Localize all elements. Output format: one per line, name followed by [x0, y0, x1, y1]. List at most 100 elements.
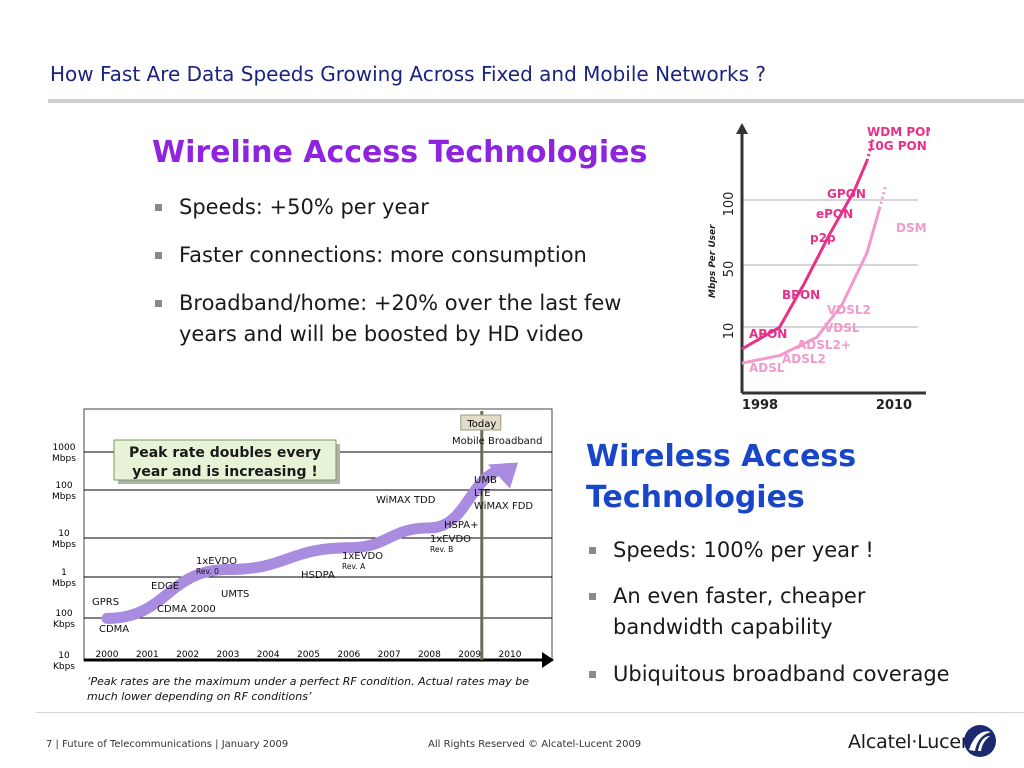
wireless-bullet: An even faster, cheaper bandwidth capabi… [589, 581, 913, 643]
wireline-label-gpon: GPON [827, 187, 866, 201]
tech-label: HSDPA [301, 570, 335, 581]
wireless-bullet-text: An even faster, cheaper bandwidth capabi… [613, 584, 866, 639]
tech-label-revision: Rev. A [342, 562, 366, 571]
wireless-x-tick: 2007 [378, 650, 401, 660]
wireless-y-tick-unit: Mbps [52, 540, 76, 550]
tech-label-name: 1xEVDO [430, 534, 471, 545]
tech-label-name: WiMAX TDD [376, 495, 436, 506]
wireless-bullet: Speeds: 100% per year ! [589, 535, 874, 566]
wireless-x-tick: 2006 [337, 650, 360, 660]
peak-rate-callout: Peak rate doubles every year and is incr… [113, 439, 340, 484]
y-axis-arrow-icon [736, 123, 748, 134]
wireless-y-tick-unit: Kbps [53, 662, 75, 672]
wireless-y-tick-value: 10 [58, 529, 70, 539]
slide-title: How Fast Are Data Speeds Growing Across … [50, 62, 766, 86]
wireless-x-tick: 2005 [297, 650, 320, 660]
wireline-label-epon: ePON [816, 207, 853, 221]
wireless-y-tick-value: 10 [58, 651, 70, 661]
wireless-y-tick-value: 1 [61, 568, 67, 578]
wireline-y-axis-label: Mbps Per User [708, 224, 718, 298]
tech-label-name: GPRS [92, 597, 119, 608]
growth-arrow-body [101, 463, 516, 624]
tech-label: HSPA+ [444, 520, 478, 531]
alcatel-lucent-wordmark: Alcatel·Lucent [848, 731, 980, 753]
wireline-label-wdm-pon: WDM PON [867, 125, 930, 139]
tech-label-name: EDGE [151, 581, 179, 592]
wireline-series [741, 138, 887, 365]
footer-copyright: All Rights Reserved © Alcatel-Lucent 200… [428, 739, 642, 750]
footnote: ‘Peak rates are the maximum under a perf… [87, 675, 530, 703]
bullet-square-icon [589, 671, 596, 678]
wireline-y-tick: 100 [722, 192, 737, 217]
wireless-x-tick: 2004 [257, 650, 280, 660]
wireline-label-vdsl: VDSL [824, 321, 860, 335]
wireline-x-tick: 1998 [742, 398, 778, 413]
tech-label-name: HSDPA [301, 570, 335, 581]
wireless-bullet-text: Speeds: 100% per year ! [613, 538, 874, 562]
wireless-heading: Wireless Access Technologies [586, 439, 857, 515]
wireline-label-p2p: p2p [810, 231, 836, 245]
wireline-bullet-text: Faster connections: more consumption [179, 243, 587, 267]
wireline-label-bpon: BPON [782, 288, 820, 302]
tech-label-name: 1xEVDO [342, 551, 383, 562]
wireline-bullet-text: Speeds: +50% per year [179, 195, 429, 219]
wireline-x-tick: 2010 [876, 398, 912, 413]
footer-divider [36, 712, 1024, 713]
tech-label-name: CDMA 2000 [157, 604, 216, 615]
callout-line-2: year and is increasing ! [132, 464, 317, 480]
wireless-speed-chart: 1000Mbps100Mbps10Mbps1Mbps100Kbps10Kbps … [52, 408, 554, 672]
wireless-x-tick: 2003 [216, 650, 239, 660]
tech-label-revision: Rev. B [430, 545, 453, 554]
wireless-y-tick-unit: Kbps [53, 620, 75, 630]
wireless-x-tick: 2000 [96, 650, 119, 660]
wireless-y-tick-unit: Mbps [52, 492, 76, 502]
wireline-series-line-fiber [741, 160, 869, 351]
today-label: Today [466, 419, 496, 430]
wireline-y-tick: 10 [722, 323, 737, 340]
wireline-series-line-copper [741, 208, 881, 365]
bullet-square-icon [155, 300, 162, 307]
wireline-label-10g-pon: 10G PON [867, 139, 927, 153]
wireline-label-apon: APON [749, 327, 787, 341]
tech-label: WiMAX FDD [474, 501, 533, 512]
bullet-square-icon [589, 593, 596, 600]
footer-page-info: 7 | Future of Telecommunications | Janua… [46, 739, 289, 750]
wireless-x-tick: 2009 [458, 650, 481, 660]
tech-label: UMTS [221, 589, 249, 600]
alcatel-lucent-logo-icon [964, 725, 996, 757]
wireline-label-adsl2-plus: ADSL2+ [797, 338, 851, 352]
speed-growth-arrow [101, 462, 518, 624]
wireless-x-tick: 2001 [136, 650, 159, 660]
callout-box [113, 439, 337, 481]
wireline-series-projection [878, 186, 887, 209]
tech-label: WiMAX TDD [376, 495, 436, 506]
wireless-bullet: Ubiquitous broadband coverage [589, 659, 950, 690]
wireline-bullet-text: Broadband/home: +20% over the last few y… [179, 291, 622, 346]
tech-label: CDMA [99, 624, 129, 635]
wireline-speed-chart: 10 50 100 1998 2010 Mbps Per User WDM PON10G… [708, 123, 930, 413]
tech-label-name: WiMAX FDD [474, 501, 533, 512]
tech-label-name: UMB [474, 475, 497, 486]
tech-label-name: UMTS [221, 589, 249, 600]
wireline-label-dsm: DSM [896, 221, 927, 235]
tech-label: EDGE [151, 581, 179, 592]
wireline-grid [742, 199, 918, 328]
wireline-y-tick: 50 [722, 261, 737, 278]
growth-arrow-head-icon [488, 462, 518, 489]
tech-label-name: LTE [474, 488, 491, 499]
wireline-label-vdsl2: VDSL2 [827, 303, 871, 317]
wireless-x-tick: 2010 [499, 650, 522, 660]
tech-label-name: HSPA+ [444, 520, 478, 531]
tech-label-name: Mobile Broadband [452, 436, 543, 447]
bullet-square-icon [155, 204, 162, 211]
tech-label: LTE [474, 488, 491, 499]
tech-label: GPRS [92, 597, 119, 608]
tech-label-name: CDMA [99, 624, 129, 635]
wireline-bullet: Faster connections: more consumption [155, 240, 587, 271]
wireless-y-tick-unit: Mbps [52, 579, 76, 589]
